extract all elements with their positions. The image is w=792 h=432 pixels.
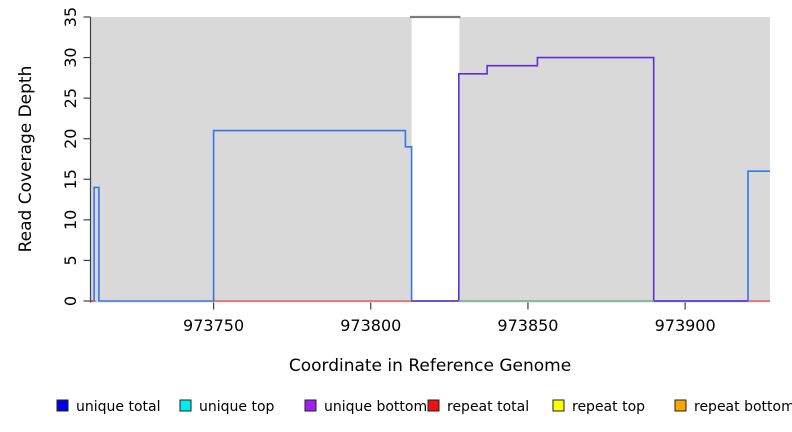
y-axis-tick-label: 5 <box>61 255 80 265</box>
legend-label: repeat total <box>447 399 529 415</box>
plot-area <box>91 15 770 303</box>
x-axis-tick-label: 973800 <box>340 316 401 335</box>
legend-label: repeat bottom <box>694 399 792 415</box>
y-axis-tick-label: 15 <box>61 169 80 189</box>
x-axis-tick-label: 973750 <box>183 316 244 335</box>
legend-item: repeat bottom <box>674 399 792 415</box>
y-axis-tick-label: 20 <box>61 129 80 149</box>
legend-label: unique top <box>199 399 275 415</box>
legend: unique total unique top unique bottom repea… <box>56 399 792 415</box>
x-axis-tick-label: 973850 <box>497 316 558 335</box>
unshaded-white-band <box>411 17 460 303</box>
legend-item: repeat total <box>427 399 529 415</box>
y-axis-tick-label: 30 <box>61 47 80 67</box>
series-layer <box>91 56 770 302</box>
axes: 0 5 10 15 20 25 30 35 973750 973800 973850 973900 <box>61 7 716 335</box>
y-axis-label: Read Coverage Depth <box>16 66 36 253</box>
legend-item: unique total <box>56 399 160 415</box>
legend-label: unique bottom <box>324 399 427 415</box>
x-axis-tick-label: 973900 <box>655 316 716 335</box>
y-axis-tick-label: 35 <box>61 7 80 27</box>
legend-item: unique top <box>179 399 275 415</box>
y-axis-tick-label: 10 <box>61 210 80 230</box>
series-unique-bottom <box>411 56 748 302</box>
x-axis-label: Coordinate in Reference Genome <box>289 356 571 376</box>
legend-item: unique bottom <box>304 399 427 415</box>
legend-label: repeat top <box>572 399 645 415</box>
legend-swatch-unique-bottom <box>304 399 317 412</box>
legend-swatch-repeat-bottom <box>674 399 687 412</box>
legend-swatch-repeat-top <box>552 399 565 412</box>
legend-swatch-unique-top <box>179 399 192 412</box>
legend-label: unique total <box>76 399 160 415</box>
legend-swatch-repeat-total <box>427 399 440 412</box>
y-axis-tick-label: 25 <box>61 88 80 108</box>
legend-swatch-unique-total <box>56 399 69 412</box>
legend-item: repeat top <box>552 399 645 415</box>
y-axis-tick-label: 0 <box>61 296 80 306</box>
